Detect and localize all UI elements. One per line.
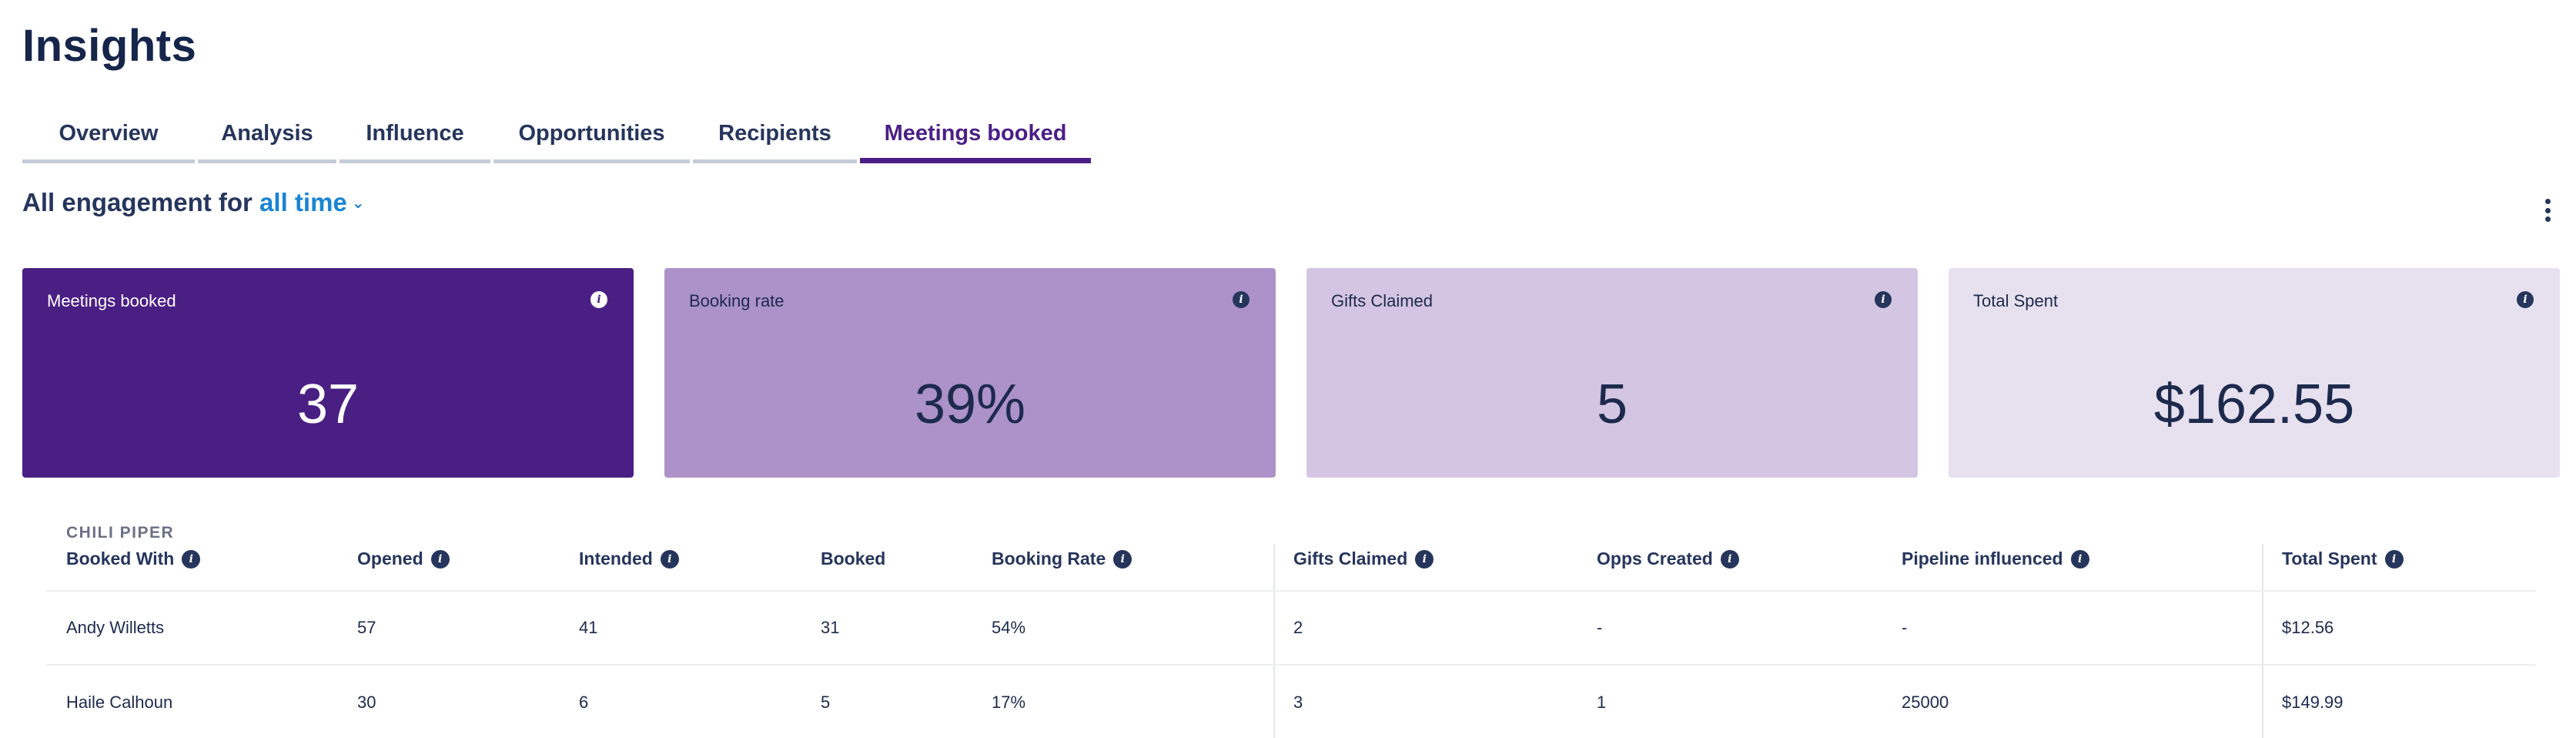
column-header-total-spent[interactable]: Total Spent i — [2282, 548, 2404, 569]
info-icon[interactable]: i — [1720, 549, 1739, 569]
info-icon[interactable]: i — [660, 549, 679, 569]
kpi-label: Total Spent — [1973, 291, 2059, 310]
info-icon[interactable]: i — [1415, 549, 1434, 569]
info-icon[interactable]: i — [2384, 549, 2404, 569]
table-cell: 5 — [821, 693, 831, 712]
column-header-intended[interactable]: Intended i — [579, 548, 679, 569]
table-cell: 2 — [1293, 618, 1303, 637]
table-cell: 1 — [1597, 693, 1607, 712]
kpi-value: $162.55 — [2153, 374, 2355, 435]
table-cell: 54% — [992, 618, 1026, 637]
tab-label: Opportunities — [518, 121, 665, 146]
table-cell: 6 — [579, 693, 589, 712]
table-cell: 25000 — [1902, 693, 1949, 712]
filter-prefix: All engagement for — [22, 188, 253, 216]
info-icon[interactable]: i — [590, 291, 607, 308]
kpi-value: 37 — [296, 374, 360, 435]
engagement-filter: All engagement for all time ⌄ — [22, 188, 365, 217]
date-range-value: all time — [259, 188, 347, 216]
column-header-booked[interactable]: Booked — [821, 548, 885, 569]
table-cell: 17% — [992, 693, 1026, 712]
kpi-label: Gifts Claimed — [1331, 291, 1434, 310]
tab-label: Overview — [59, 121, 159, 146]
kpi-card-total-spent: Total Spent i $162.55 — [1949, 268, 2560, 478]
page-title: Insights — [22, 21, 197, 71]
column-header-pipeline-influenced[interactable]: Pipeline influenced i — [1902, 548, 2089, 569]
row-divider — [46, 664, 2536, 666]
column-divider — [1273, 544, 1275, 738]
column-divider — [2262, 544, 2263, 738]
column-header-label: Gifts Claimed — [1293, 548, 1408, 569]
column-header-booking-rate[interactable]: Booking Rate i — [992, 548, 1132, 569]
table-cell: 57 — [357, 618, 376, 637]
column-header-label: Opps Created — [1597, 548, 1713, 569]
table-cell: $12.56 — [2282, 618, 2334, 637]
column-header-label: Total Spent — [2282, 548, 2377, 569]
kpi-card-booking-rate: Booking rate i 39% — [664, 268, 1276, 478]
tab-overview[interactable]: Overview — [22, 116, 195, 163]
column-header-booked-with[interactable]: Booked With i — [66, 548, 201, 569]
table-cell: 41 — [579, 618, 598, 637]
column-header-opps-created[interactable]: Opps Created i — [1597, 548, 1739, 569]
table-cell: - — [1597, 618, 1603, 637]
table-cell: 30 — [357, 693, 376, 712]
tab-recipients[interactable]: Recipients — [693, 116, 857, 163]
tab-meetings-booked[interactable]: Meetings booked — [860, 116, 1091, 163]
tab-label: Analysis — [221, 121, 313, 146]
kpi-cards: Meetings booked i 37 Booking rate i 39% … — [22, 268, 2560, 478]
date-range-dropdown[interactable]: all time ⌄ — [259, 188, 364, 216]
column-header-label: Booked With — [66, 548, 175, 569]
table-cell: $149.99 — [2282, 693, 2343, 712]
tab-influence[interactable]: Influence — [340, 116, 490, 163]
more-options-icon[interactable] — [2542, 199, 2553, 222]
column-header-opened[interactable]: Opened i — [357, 548, 450, 569]
column-header-label: Opened — [357, 548, 423, 569]
column-header-label: Booked — [821, 548, 886, 569]
column-header-label: Pipeline influenced — [1902, 548, 2063, 569]
tab-label: Influence — [366, 121, 464, 146]
info-icon[interactable]: i — [182, 549, 201, 569]
table-cell: 3 — [1293, 693, 1303, 712]
kpi-value: 39% — [914, 374, 1026, 435]
info-icon[interactable]: i — [1875, 291, 1892, 308]
info-icon[interactable]: i — [430, 549, 450, 569]
kpi-label: Meetings booked — [47, 291, 176, 310]
tab-opportunities[interactable]: Opportunities — [493, 116, 690, 163]
tab-label: Recipients — [718, 121, 831, 146]
kpi-card-gifts-claimed: Gifts Claimed i 5 — [1306, 268, 1918, 478]
column-header-label: Intended — [579, 548, 653, 569]
kpi-value: 5 — [1596, 374, 1628, 435]
column-header-label: Booking Rate — [992, 548, 1106, 569]
info-icon[interactable]: i — [2070, 549, 2089, 569]
kpi-label: Booking rate — [689, 291, 785, 310]
table-cell: Andy Willetts — [66, 618, 165, 637]
row-divider — [46, 590, 2536, 592]
tab-label: Meetings booked — [884, 121, 1067, 146]
table-group-label: CHILI PIPER — [66, 524, 175, 542]
table-cell: 31 — [821, 618, 840, 637]
column-header-gifts-claimed[interactable]: Gifts Claimed i — [1293, 548, 1434, 569]
table-cell: - — [1902, 618, 1908, 637]
info-icon[interactable]: i — [1113, 549, 1132, 569]
info-icon[interactable]: i — [2517, 291, 2534, 308]
tab-bar: Overview Analysis Influence Opportunitie… — [22, 116, 1094, 163]
table-cell: Haile Calhoun — [66, 693, 173, 712]
info-icon[interactable]: i — [1233, 291, 1250, 308]
tab-analysis[interactable]: Analysis — [198, 116, 336, 163]
kpi-card-meetings-booked: Meetings booked i 37 — [22, 268, 634, 478]
chevron-down-icon: ⌄ — [351, 195, 365, 212]
